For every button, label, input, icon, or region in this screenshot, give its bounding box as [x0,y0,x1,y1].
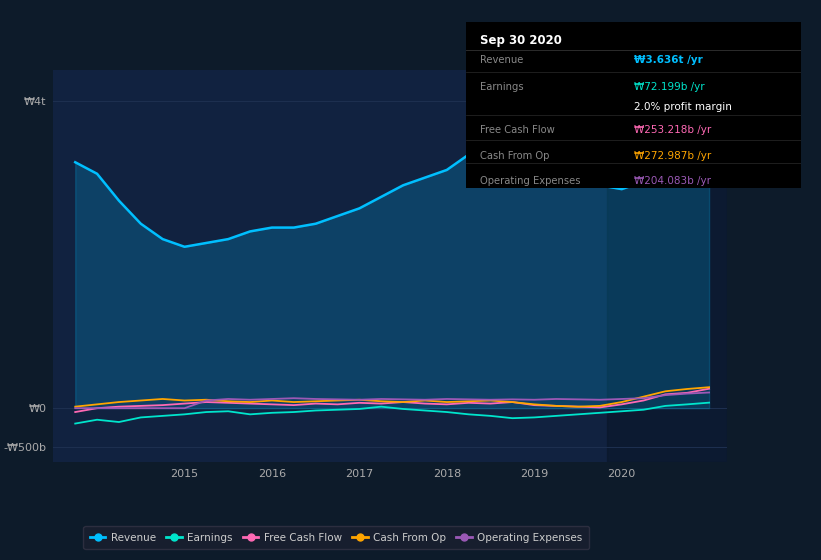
Text: 2.0% profit margin: 2.0% profit margin [634,102,732,111]
Text: Cash From Op: Cash From Op [479,151,549,161]
Text: ₩3.636t /yr: ₩3.636t /yr [634,55,703,66]
Text: ₩272.987b /yr: ₩272.987b /yr [634,151,711,161]
Text: Earnings: Earnings [479,82,523,92]
Text: Sep 30 2020: Sep 30 2020 [479,34,562,47]
Text: ₩253.218b /yr: ₩253.218b /yr [634,125,711,135]
Text: ₩204.083b /yr: ₩204.083b /yr [634,176,711,186]
Text: Free Cash Flow: Free Cash Flow [479,125,554,135]
Legend: Revenue, Earnings, Free Cash Flow, Cash From Op, Operating Expenses: Revenue, Earnings, Free Cash Flow, Cash … [84,526,589,549]
Text: Revenue: Revenue [479,55,523,66]
Text: ₩72.199b /yr: ₩72.199b /yr [634,82,704,92]
Text: Operating Expenses: Operating Expenses [479,176,580,186]
Bar [607,70,727,462]
